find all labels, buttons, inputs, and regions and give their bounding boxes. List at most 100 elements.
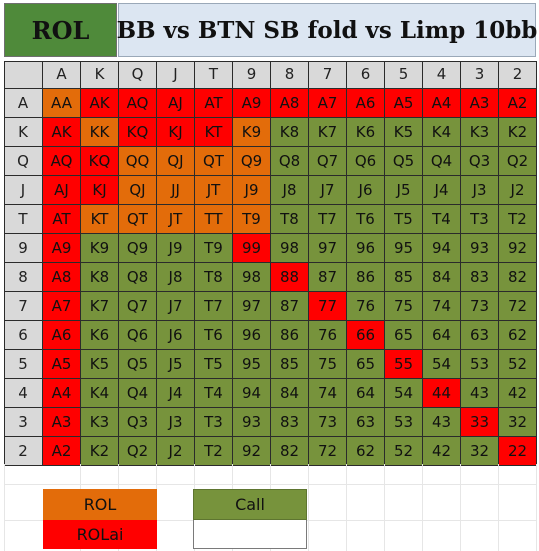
hand-cell-97[interactable]: 97 xyxy=(309,234,347,263)
hand-cell-k3[interactable]: K3 xyxy=(461,118,499,147)
hand-cell-a6[interactable]: A6 xyxy=(347,89,385,118)
hand-cell-kq[interactable]: KQ xyxy=(81,147,119,176)
column-header-9[interactable]: 9 xyxy=(233,61,271,89)
hand-cell-t7[interactable]: T7 xyxy=(309,205,347,234)
hand-cell-82[interactable]: 82 xyxy=(271,437,309,466)
hand-cell-75[interactable]: 75 xyxy=(309,350,347,379)
hand-cell-j4[interactable]: J4 xyxy=(157,379,195,408)
hand-cell-k5[interactable]: K5 xyxy=(385,118,423,147)
hand-cell-86[interactable]: 86 xyxy=(347,263,385,292)
hand-cell-k3[interactable]: K3 xyxy=(81,408,119,437)
hand-cell-a3[interactable]: A3 xyxy=(461,89,499,118)
hand-cell-q5[interactable]: Q5 xyxy=(385,147,423,176)
hand-cell-94[interactable]: 94 xyxy=(233,379,271,408)
hand-cell-a7[interactable]: A7 xyxy=(309,89,347,118)
hand-cell-j6[interactable]: J6 xyxy=(347,176,385,205)
hand-cell-t5[interactable]: T5 xyxy=(195,350,233,379)
hand-cell-65[interactable]: 65 xyxy=(385,321,423,350)
hand-cell-33[interactable]: 33 xyxy=(461,408,499,437)
hand-cell-85[interactable]: 85 xyxy=(385,263,423,292)
column-header-7[interactable]: 7 xyxy=(309,61,347,89)
hand-cell-ak[interactable]: AK xyxy=(81,89,119,118)
hand-cell-a7[interactable]: A7 xyxy=(43,292,81,321)
hand-cell-j2[interactable]: J2 xyxy=(499,176,537,205)
hand-cell-j7[interactable]: J7 xyxy=(157,292,195,321)
hand-cell-43[interactable]: 43 xyxy=(423,408,461,437)
row-header-7[interactable]: 7 xyxy=(4,292,43,321)
hand-cell-jj[interactable]: JJ xyxy=(157,176,195,205)
hand-cell-t2[interactable]: T2 xyxy=(499,205,537,234)
hand-cell-43[interactable]: 43 xyxy=(461,379,499,408)
hand-cell-q3[interactable]: Q3 xyxy=(119,408,157,437)
hand-cell-q3[interactable]: Q3 xyxy=(461,147,499,176)
hand-cell-83[interactable]: 83 xyxy=(271,408,309,437)
legend-call[interactable]: Call xyxy=(193,489,307,520)
column-header-2[interactable]: 2 xyxy=(499,61,537,89)
legend-rol[interactable]: ROL xyxy=(43,489,157,520)
hand-cell-a3[interactable]: A3 xyxy=(43,408,81,437)
hand-cell-87[interactable]: 87 xyxy=(309,263,347,292)
hand-cell-jt[interactable]: JT xyxy=(157,205,195,234)
hand-cell-42[interactable]: 42 xyxy=(423,437,461,466)
hand-cell-k4[interactable]: K4 xyxy=(81,379,119,408)
hand-cell-a5[interactable]: A5 xyxy=(385,89,423,118)
hand-cell-84[interactable]: 84 xyxy=(271,379,309,408)
hand-cell-aq[interactable]: AQ xyxy=(43,147,81,176)
hand-cell-86[interactable]: 86 xyxy=(271,321,309,350)
hand-cell-77[interactable]: 77 xyxy=(309,292,347,321)
hand-cell-k8[interactable]: K8 xyxy=(271,118,309,147)
hand-cell-44[interactable]: 44 xyxy=(423,379,461,408)
column-header-6[interactable]: 6 xyxy=(347,61,385,89)
hand-cell-a9[interactable]: A9 xyxy=(43,234,81,263)
hand-cell-kt[interactable]: KT xyxy=(81,205,119,234)
hand-cell-k2[interactable]: K2 xyxy=(81,437,119,466)
hand-cell-t9[interactable]: T9 xyxy=(233,205,271,234)
hand-cell-j6[interactable]: J6 xyxy=(157,321,195,350)
hand-cell-32[interactable]: 32 xyxy=(499,408,537,437)
hand-cell-q5[interactable]: Q5 xyxy=(119,350,157,379)
hand-cell-t3[interactable]: T3 xyxy=(461,205,499,234)
hand-cell-tt[interactable]: TT xyxy=(195,205,233,234)
hand-cell-98[interactable]: 98 xyxy=(233,263,271,292)
hand-cell-kq[interactable]: KQ xyxy=(119,118,157,147)
hand-cell-jt[interactable]: JT xyxy=(195,176,233,205)
hand-cell-j9[interactable]: J9 xyxy=(157,234,195,263)
hand-cell-k5[interactable]: K5 xyxy=(81,350,119,379)
grid-corner[interactable] xyxy=(4,61,43,89)
hand-cell-j7[interactable]: J7 xyxy=(309,176,347,205)
row-header-6[interactable]: 6 xyxy=(4,321,43,350)
hand-cell-k9[interactable]: K9 xyxy=(81,234,119,263)
hand-cell-at[interactable]: AT xyxy=(43,205,81,234)
row-header-3[interactable]: 3 xyxy=(4,408,43,437)
hand-cell-kk[interactable]: KK xyxy=(81,118,119,147)
hand-cell-k7[interactable]: K7 xyxy=(309,118,347,147)
range-title-cell[interactable]: BB vs BTN SB fold vs Limp 10bb xyxy=(117,3,537,57)
hand-cell-t9[interactable]: T9 xyxy=(195,234,233,263)
legend-empty[interactable] xyxy=(193,520,307,549)
hand-cell-64[interactable]: 64 xyxy=(347,379,385,408)
column-header-3[interactable]: 3 xyxy=(461,61,499,89)
hand-cell-j4[interactable]: J4 xyxy=(423,176,461,205)
hand-cell-t4[interactable]: T4 xyxy=(423,205,461,234)
hand-cell-qt[interactable]: QT xyxy=(119,205,157,234)
hand-cell-t3[interactable]: T3 xyxy=(195,408,233,437)
hand-cell-96[interactable]: 96 xyxy=(233,321,271,350)
hand-cell-q2[interactable]: Q2 xyxy=(499,147,537,176)
hand-cell-q2[interactable]: Q2 xyxy=(119,437,157,466)
hand-cell-j2[interactable]: J2 xyxy=(157,437,195,466)
legend-rolai[interactable]: ROLai xyxy=(43,520,157,549)
hand-cell-a2[interactable]: A2 xyxy=(43,437,81,466)
hand-cell-73[interactable]: 73 xyxy=(309,408,347,437)
column-header-T[interactable]: T xyxy=(195,61,233,89)
hand-cell-aq[interactable]: AQ xyxy=(119,89,157,118)
hand-cell-75[interactable]: 75 xyxy=(385,292,423,321)
row-header-8[interactable]: 8 xyxy=(4,263,43,292)
row-header-5[interactable]: 5 xyxy=(4,350,43,379)
column-header-A[interactable]: A xyxy=(43,61,81,89)
hand-cell-qt[interactable]: QT xyxy=(195,147,233,176)
hand-cell-q4[interactable]: Q4 xyxy=(119,379,157,408)
column-header-5[interactable]: 5 xyxy=(385,61,423,89)
row-header-K[interactable]: K xyxy=(4,118,43,147)
hand-cell-j5[interactable]: J5 xyxy=(157,350,195,379)
hand-cell-k7[interactable]: K7 xyxy=(81,292,119,321)
